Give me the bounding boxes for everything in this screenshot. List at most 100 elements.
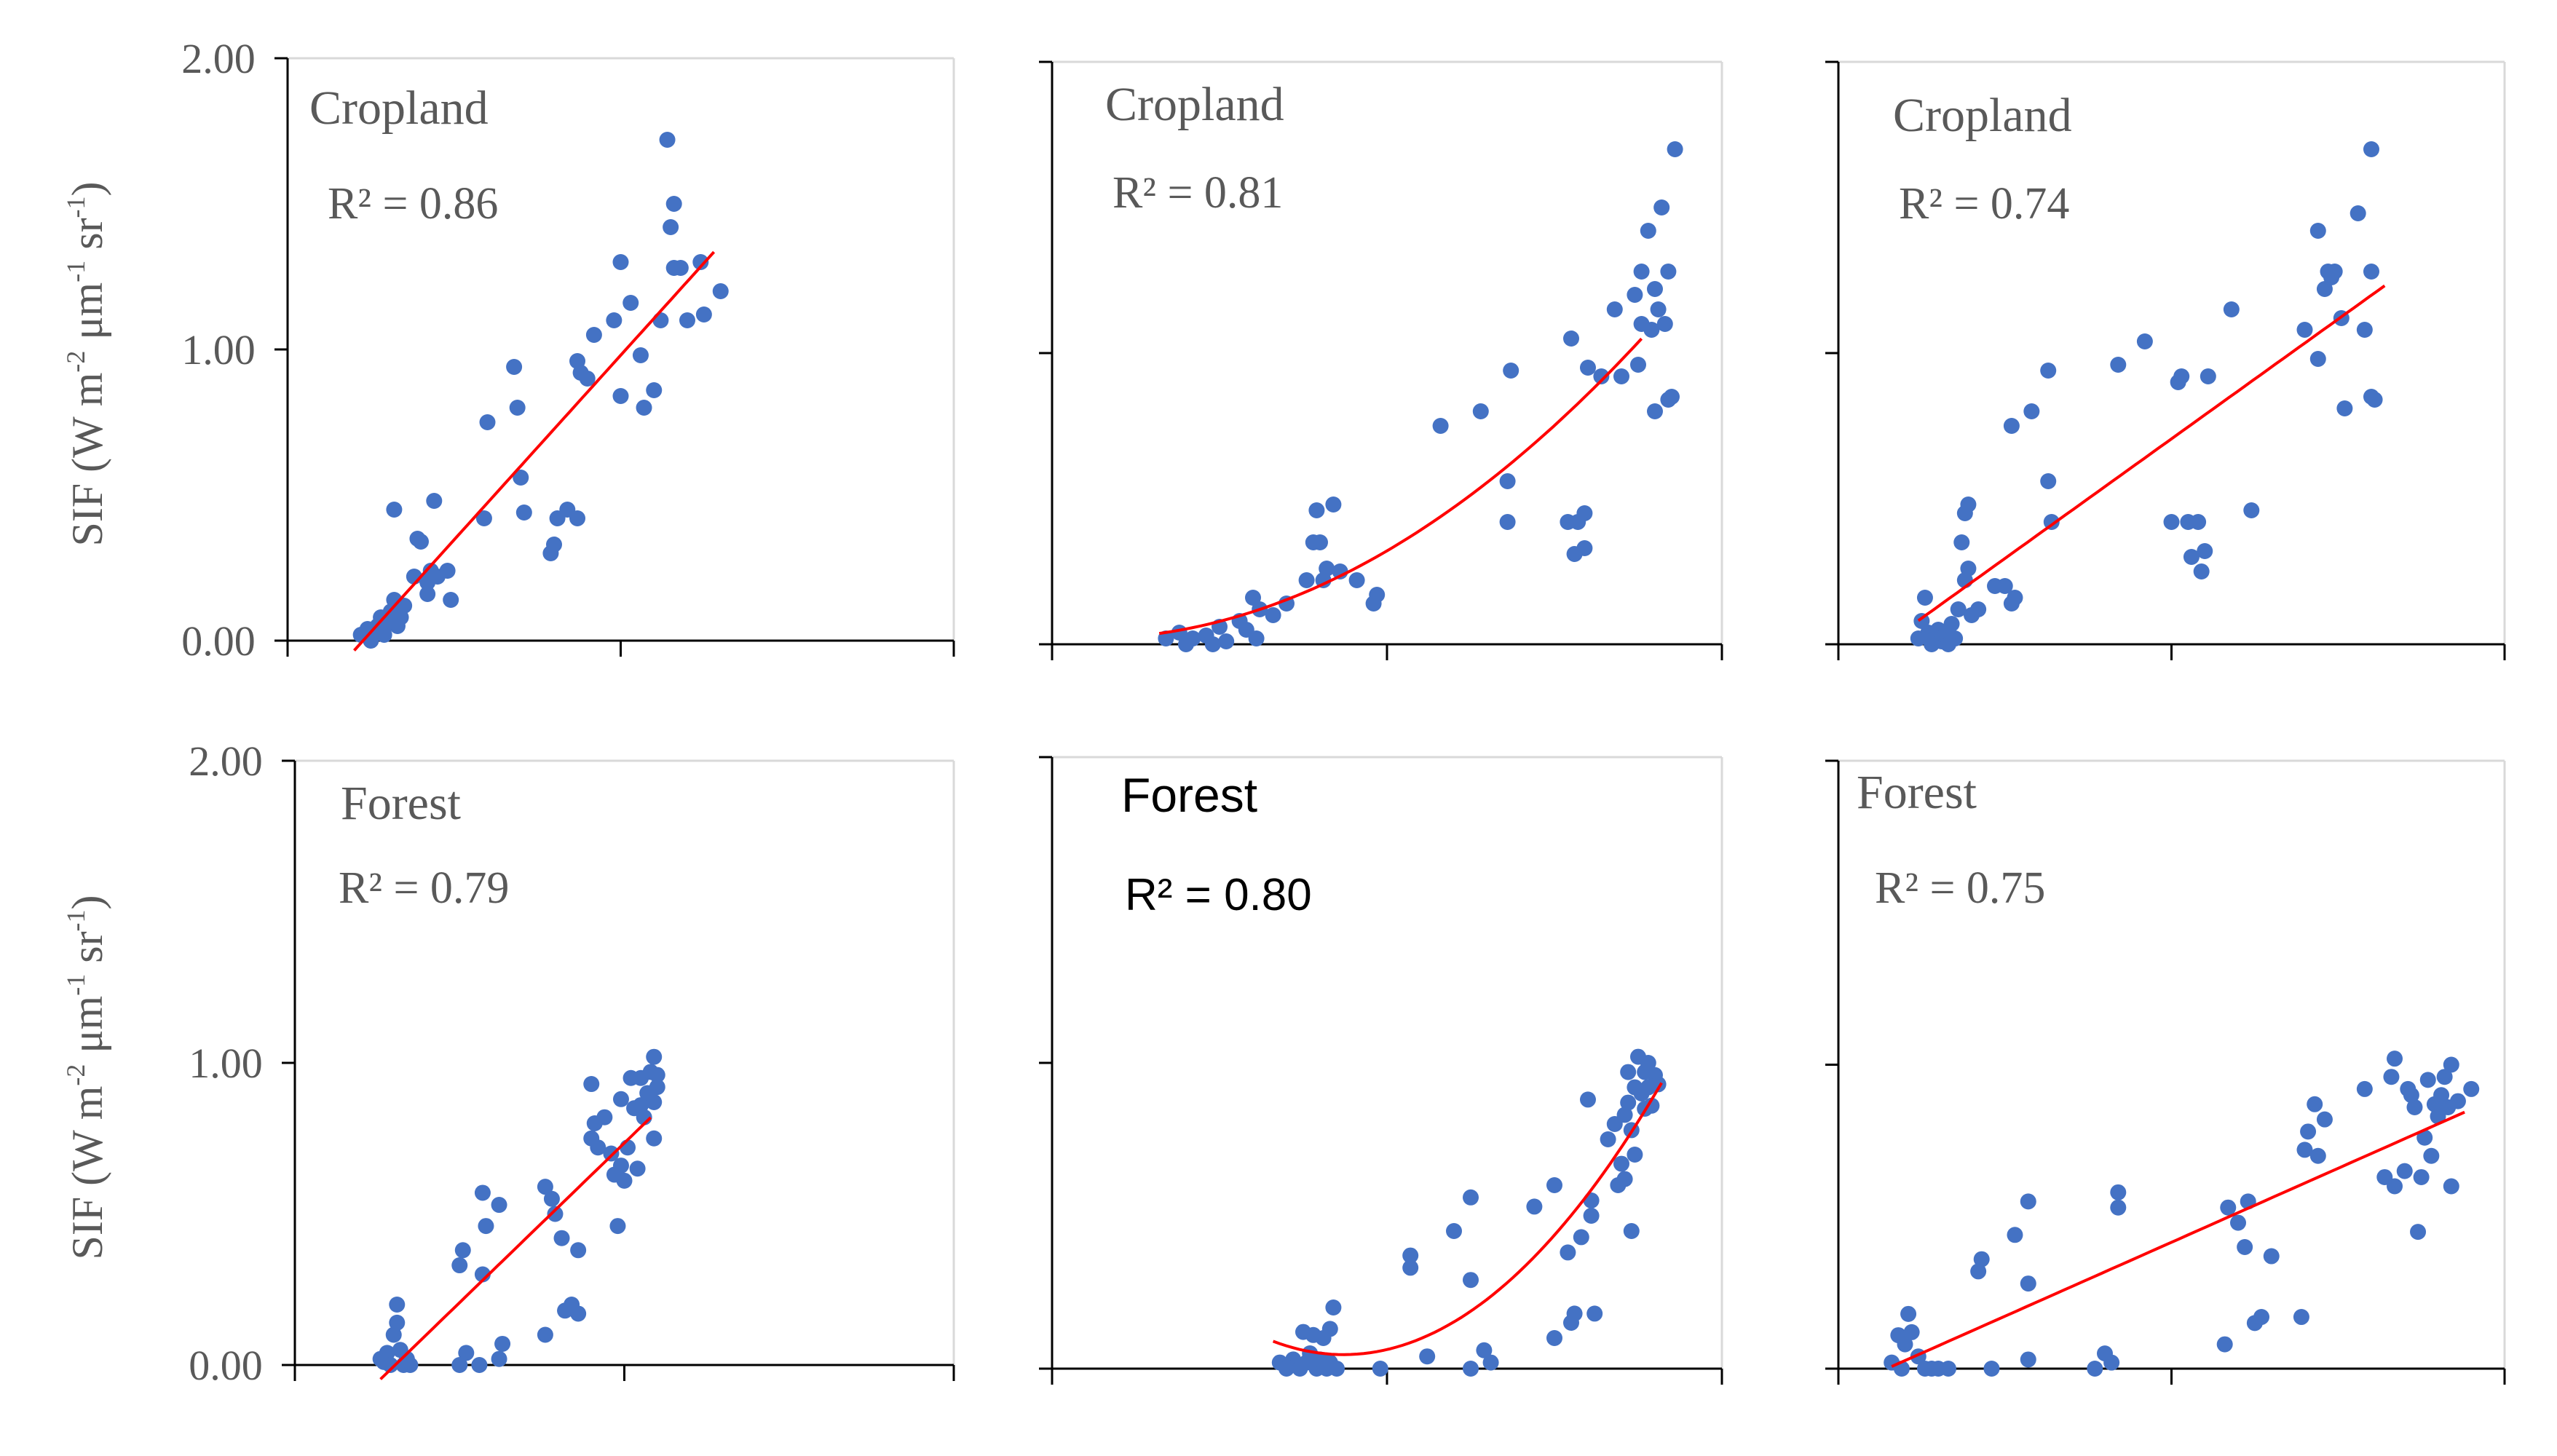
data-point [1903, 1324, 1920, 1340]
data-point [1664, 389, 1680, 405]
r2-annotation: R² = 0.74 [1899, 179, 2069, 229]
data-point [2103, 1354, 2120, 1371]
data-point [1312, 534, 1328, 550]
data-point [1482, 1354, 1499, 1371]
data-point [1321, 1321, 1338, 1337]
data-point [665, 196, 682, 212]
data-point [2443, 1178, 2459, 1195]
data-point [1643, 1097, 1660, 1114]
data-point [546, 537, 562, 553]
data-point [2413, 1168, 2430, 1185]
data-point [2403, 1087, 2419, 1104]
data-point [1372, 1361, 1388, 1377]
panel-title: Cropland [1893, 89, 2072, 142]
data-point [1897, 1336, 1913, 1353]
data-point [1499, 514, 1516, 530]
data-point [1973, 1251, 1990, 1267]
y-tick-label: 1.00 [189, 1040, 263, 1087]
data-point [2040, 363, 2057, 379]
data-point [649, 1067, 665, 1083]
data-point [1983, 1361, 2000, 1377]
y-tick-label: 2.00 [189, 737, 263, 785]
data-point [1476, 1342, 1493, 1358]
data-point [1185, 630, 1201, 646]
data-point [2007, 1227, 2023, 1243]
data-point [1953, 534, 1970, 550]
data-point [1940, 1361, 1956, 1377]
data-point [1204, 636, 1221, 652]
data-point [570, 1305, 587, 1322]
data-point [2223, 301, 2240, 317]
data-point [612, 254, 629, 270]
data-point [2136, 333, 2153, 349]
y-tick-label: 2.00 [181, 35, 256, 82]
data-point [632, 347, 649, 363]
data-point [646, 1130, 663, 1147]
data-point [2243, 502, 2260, 518]
data-point [471, 1357, 488, 1373]
data-point [1606, 301, 1623, 317]
data-point [2387, 1178, 2403, 1195]
data-point [712, 283, 729, 299]
data-point [1573, 1229, 1589, 1246]
fit-line [1917, 284, 2386, 622]
data-point [1402, 1259, 1419, 1276]
y-tick-label: 0.00 [181, 617, 256, 665]
panel-title: Forest [1857, 766, 1977, 819]
data-point [1576, 505, 1593, 521]
data-point [2043, 514, 2060, 530]
data-point [1566, 1305, 1583, 1322]
data-point [633, 1097, 649, 1114]
data-point [413, 534, 429, 550]
data-point [1463, 1272, 1479, 1289]
data-point [1616, 1107, 1633, 1123]
r2-annotation: R² = 0.81 [1112, 168, 1283, 218]
chart-panel-2: Cropland R² = 0.81 [1039, 60, 1723, 660]
data-point [1650, 301, 1667, 317]
data-point [1970, 601, 1987, 617]
data-point [2220, 1199, 2237, 1216]
data-point [2349, 205, 2366, 221]
data-point [426, 493, 443, 509]
data-point [1583, 1208, 1600, 1224]
panel-title: Cropland [309, 82, 489, 135]
data-point [1546, 1177, 1562, 1193]
data-point [2406, 1099, 2423, 1115]
data-point [2443, 1056, 2459, 1073]
data-point [1950, 601, 1967, 617]
data-point [458, 1345, 475, 1361]
data-point [1656, 316, 1673, 332]
data-point [1503, 363, 1519, 379]
chart-panel-5: Forest R² = 0.80 [1039, 756, 1723, 1385]
r2-annotation: R² = 0.86 [328, 179, 498, 229]
fit-line [379, 1116, 652, 1380]
chart-panel-4: 0.00 1.00 2.00 Forest R² = 0.79 [189, 737, 955, 1389]
data-point [1463, 1189, 1479, 1206]
data-point [1329, 1361, 1345, 1377]
data-point [1627, 287, 1643, 303]
y-axis-label-top: SIF (W m-2 μm-1 sr-1) [61, 181, 111, 546]
data-point [1653, 199, 1670, 215]
data-point [2363, 264, 2379, 280]
data-point [1248, 630, 1265, 646]
data-point [2173, 368, 2190, 384]
data-point [419, 586, 436, 602]
data-point [2383, 1069, 2400, 1085]
data-point [2110, 357, 2127, 373]
data-point [629, 1160, 646, 1177]
data-point [1996, 578, 2013, 594]
data-point [386, 502, 403, 518]
data-point [491, 1197, 507, 1214]
data-point [1620, 1064, 1637, 1080]
data-point [659, 132, 676, 148]
data-point [2307, 1096, 2323, 1112]
data-point [2296, 1142, 2313, 1158]
data-point [2190, 514, 2207, 530]
y-tick-label: 1.00 [181, 326, 256, 373]
panel-title: Forest [1121, 768, 1257, 822]
data-point [652, 312, 669, 328]
data-point [474, 1184, 491, 1201]
data-point [612, 1158, 629, 1174]
data-point [2183, 549, 2200, 565]
data-point [1560, 1244, 1576, 1261]
